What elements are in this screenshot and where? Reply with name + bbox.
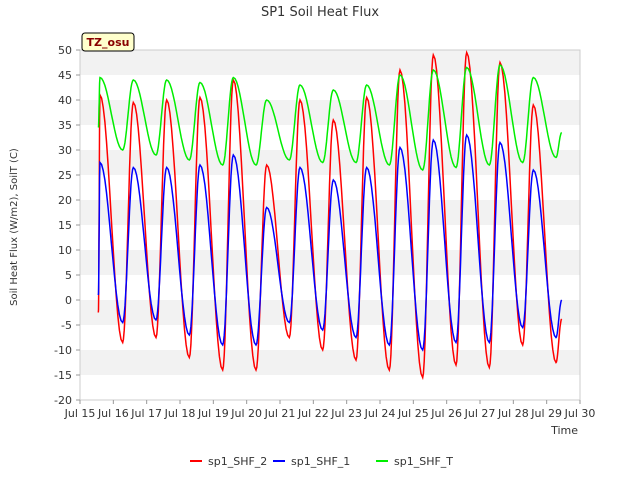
y-tick-label: -15: [54, 369, 72, 382]
y-tick-label: -10: [54, 344, 72, 357]
legend-label: sp1_SHF_1: [291, 455, 350, 468]
x-tick-label: Jul 17: [130, 407, 162, 420]
y-tick-label: 40: [58, 94, 72, 107]
legend-label: sp1_SHF_2: [208, 455, 267, 468]
y-tick-label: 35: [58, 119, 72, 132]
series-line-sp1_SHF_2: [97, 49, 563, 381]
x-tick-label: Jul 19: [197, 407, 229, 420]
x-tick-label: Jul 22: [297, 407, 329, 420]
y-tick-label: 45: [58, 69, 72, 82]
y-tick-label: 25: [58, 169, 72, 182]
grid-band: [80, 300, 580, 325]
x-tick-label: Jul 24: [364, 407, 396, 420]
x-tick-label: Jul 30: [564, 407, 596, 420]
y-axis-ticks: -20 -15 -10 -5 0 5 10 15 20 25 30 35 40 45 50: [54, 44, 80, 407]
x-tick-label: Jul 18: [164, 407, 196, 420]
tz-badge-box: [81, 32, 135, 52]
x-tick-label: Jul 29: [530, 407, 562, 420]
legend-label: sp1_SHF_T: [394, 455, 453, 468]
grid-band: [80, 250, 580, 275]
tz-badge-label: TZ_osu: [87, 36, 130, 49]
x-tick-label: Jul 26: [430, 407, 462, 420]
x-tick-label: Jul 25: [397, 407, 429, 420]
x-axis-label: Time: [550, 424, 578, 437]
y-tick-label: 20: [58, 194, 72, 207]
x-tick-label: Jul 15: [64, 407, 96, 420]
series-line-sp1_SHF_T: [97, 63, 563, 172]
tz-badge: TZ_osu: [81, 32, 135, 52]
x-axis-ticks: Jul 15 Jul 16 Jul 17 Jul 18 Jul 19 Jul 20 Jul …: [64, 400, 596, 420]
y-axis-label: Soil Heat Flux (W/m2), SoilT (C): [9, 148, 20, 306]
x-tick-label: Jul 28: [497, 407, 529, 420]
y-tick-label: -5: [61, 319, 72, 332]
legend: sp1_SHF_2 sp1_SHF_1 sp1_SHF_T: [190, 455, 453, 468]
chart-title: SP1 Soil Heat Flux: [261, 5, 379, 20]
y-tick-label: 0: [65, 294, 72, 307]
x-tick-label: Jul 16: [97, 407, 129, 420]
x-tick-label: Jul 20: [230, 407, 262, 420]
x-tick-label: Jul 21: [264, 407, 296, 420]
y-tick-label: 50: [58, 44, 72, 57]
y-tick-label: 15: [58, 219, 72, 232]
grid-band: [80, 350, 580, 375]
y-tick-label: 30: [58, 144, 72, 157]
grid-band: [80, 50, 580, 75]
series-lines: [97, 49, 563, 381]
y-tick-label: 5: [65, 269, 72, 282]
y-tick-label: 10: [58, 244, 72, 257]
series-line-sp1_SHF_1: [97, 133, 563, 352]
y-tick-label: -20: [54, 394, 72, 407]
x-tick-label: Jul 27: [464, 407, 496, 420]
x-tick-label: Jul 23: [330, 407, 362, 420]
